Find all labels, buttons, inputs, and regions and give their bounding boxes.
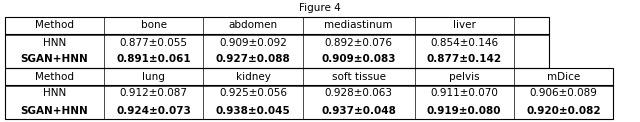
Text: SGAN+HNN: SGAN+HNN <box>20 55 88 65</box>
Text: 0.854±0.146: 0.854±0.146 <box>430 37 499 47</box>
Text: lung: lung <box>142 71 165 81</box>
Text: liver: liver <box>452 20 476 30</box>
Text: 0.937±0.048: 0.937±0.048 <box>321 106 396 116</box>
Text: mDice: mDice <box>547 71 580 81</box>
Text: bone: bone <box>141 20 167 30</box>
Text: 0.938±0.045: 0.938±0.045 <box>216 106 291 116</box>
Text: 0.928±0.063: 0.928±0.063 <box>324 88 392 98</box>
Text: SGAN+HNN: SGAN+HNN <box>20 106 88 116</box>
Text: kidney: kidney <box>236 71 271 81</box>
Text: soft tissue: soft tissue <box>332 71 385 81</box>
Bar <box>5 17 549 68</box>
Text: 0.911±0.070: 0.911±0.070 <box>430 88 498 98</box>
Text: Figure 4: Figure 4 <box>299 3 341 13</box>
Text: 0.891±0.061: 0.891±0.061 <box>116 55 191 65</box>
Text: 0.920±0.082: 0.920±0.082 <box>526 106 601 116</box>
Text: 0.919±0.080: 0.919±0.080 <box>427 106 502 116</box>
Text: 0.906±0.089: 0.906±0.089 <box>529 88 597 98</box>
Text: 0.925±0.056: 0.925±0.056 <box>219 88 287 98</box>
Text: HNN: HNN <box>43 88 66 98</box>
Text: Method: Method <box>35 20 74 30</box>
Text: Method: Method <box>35 71 74 81</box>
Text: HNN: HNN <box>43 37 66 47</box>
Text: 0.877±0.142: 0.877±0.142 <box>427 55 502 65</box>
Text: mediastinum: mediastinum <box>324 20 393 30</box>
Text: 0.927±0.088: 0.927±0.088 <box>216 55 291 65</box>
Text: 0.877±0.055: 0.877±0.055 <box>120 37 188 47</box>
Text: 0.892±0.076: 0.892±0.076 <box>324 37 392 47</box>
Bar <box>5 68 613 119</box>
Text: 0.909±0.092: 0.909±0.092 <box>219 37 287 47</box>
Text: 0.912±0.087: 0.912±0.087 <box>120 88 188 98</box>
Text: abdomen: abdomen <box>228 20 278 30</box>
Text: pelvis: pelvis <box>449 71 479 81</box>
Text: 0.924±0.073: 0.924±0.073 <box>116 106 191 116</box>
Text: 0.909±0.083: 0.909±0.083 <box>321 55 396 65</box>
